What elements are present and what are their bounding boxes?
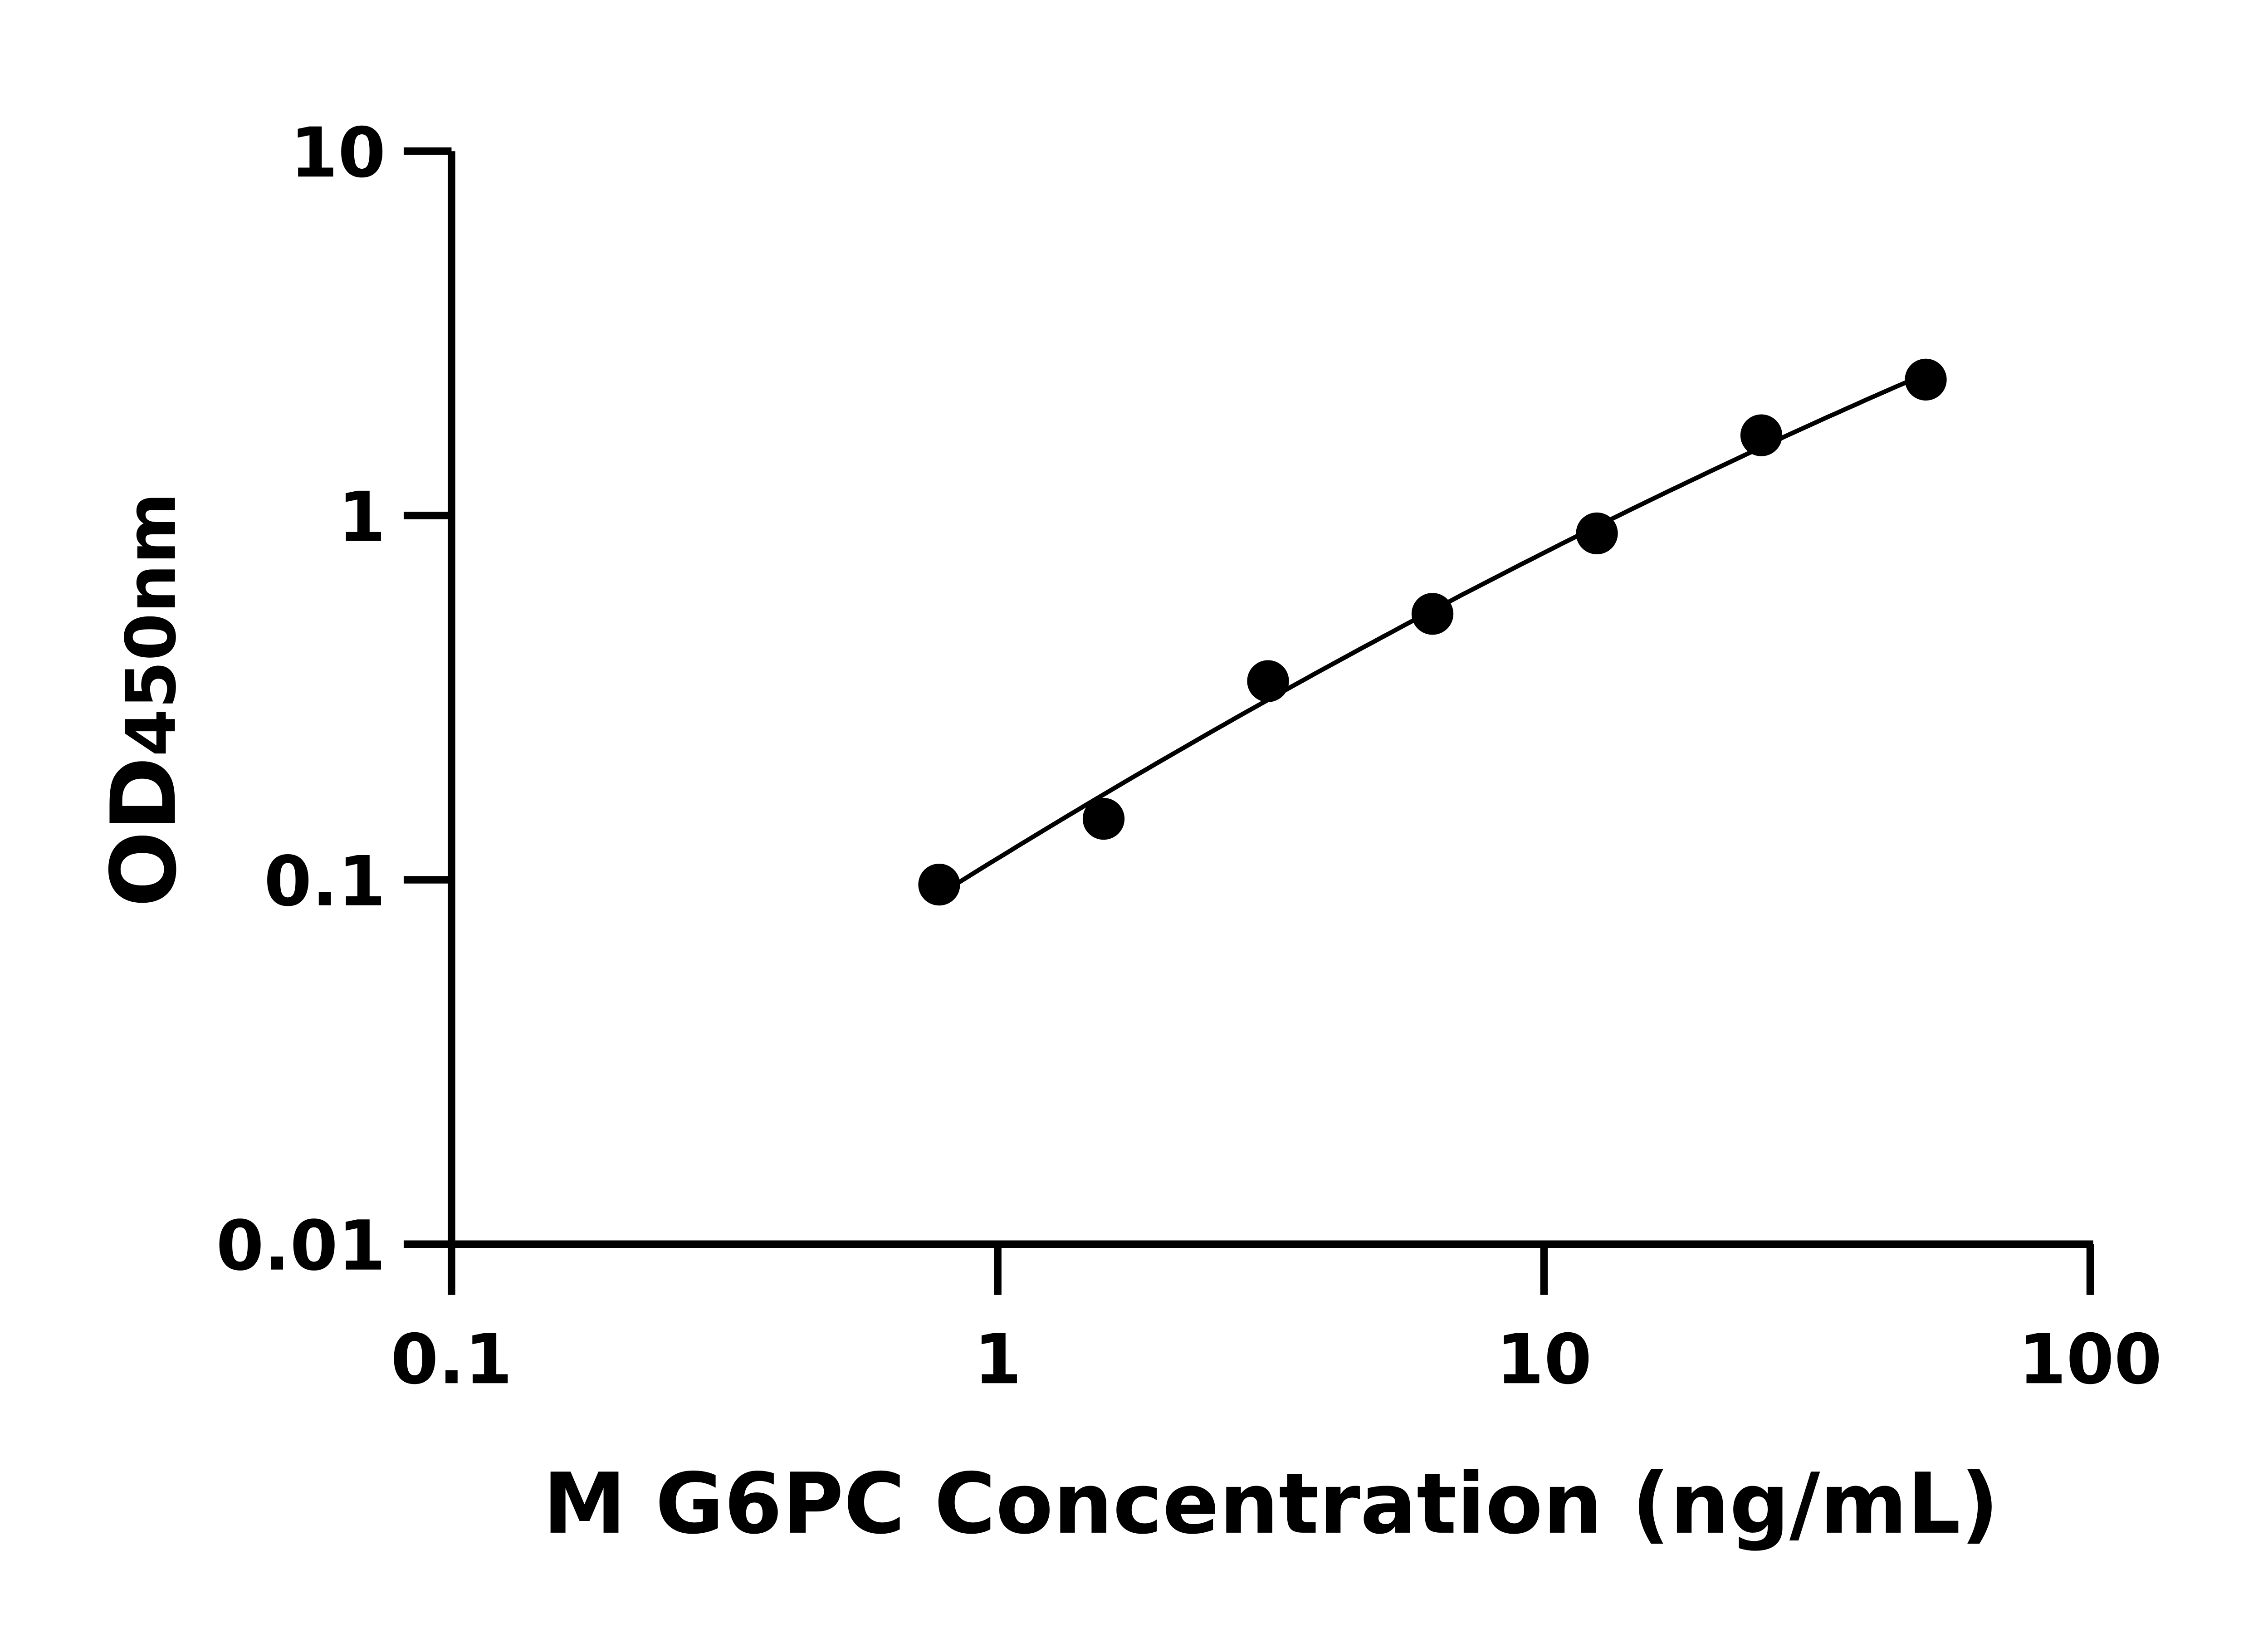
data-point xyxy=(1740,414,1783,456)
data-point xyxy=(918,864,960,906)
x-axis-label: M G6PC Concentration (ng/mL) xyxy=(543,1455,1999,1553)
data-point xyxy=(1247,660,1289,702)
data-point xyxy=(1411,593,1454,635)
x-tick-label: 100 xyxy=(2019,1319,2162,1399)
data-point xyxy=(1576,512,1618,554)
y-tick-label: 1 xyxy=(338,477,386,557)
y-tick-label: 10 xyxy=(290,112,386,193)
axes xyxy=(448,151,2093,1248)
y-tick-label: 0.01 xyxy=(216,1206,386,1286)
data-points xyxy=(918,358,1947,906)
data-point xyxy=(1905,358,1947,401)
y-axis-label-main: OD xyxy=(92,757,196,907)
x-tick-label: 1 xyxy=(974,1319,1022,1399)
y-tick-label: 0.1 xyxy=(264,841,386,922)
x-tick-label: 10 xyxy=(1496,1319,1592,1399)
x-tick-label: 0.1 xyxy=(391,1319,513,1399)
y-axis-label-sub: 450nm xyxy=(111,493,191,757)
y-axis-label: OD450nm xyxy=(92,493,196,908)
y-axis-ticks: 0.01 0.1 1 10 xyxy=(216,112,452,1286)
data-point xyxy=(1082,798,1125,840)
x-axis-ticks: 0.1 1 10 100 xyxy=(391,1244,2162,1399)
